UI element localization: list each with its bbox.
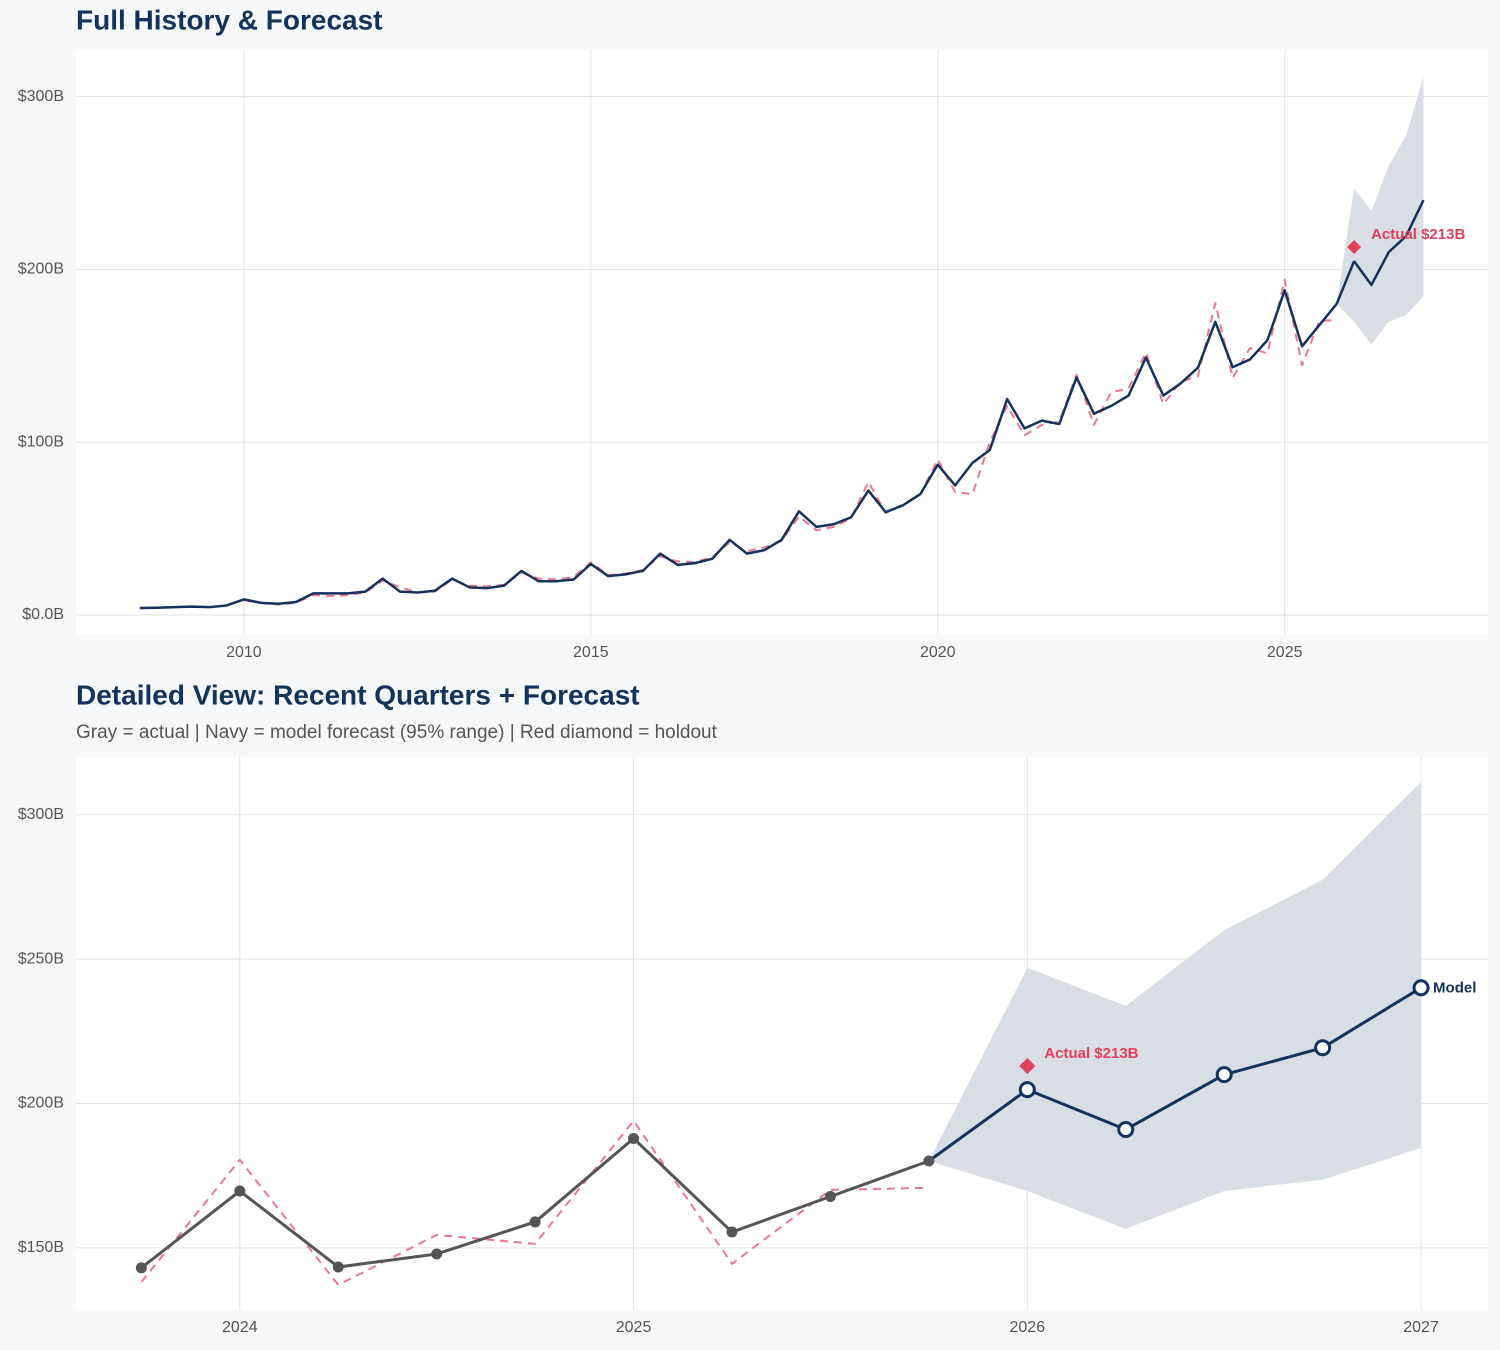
- x-tick-label: 2025: [616, 1319, 652, 1336]
- data-point: [726, 1226, 738, 1238]
- series-line: [1353, 199, 1425, 287]
- y-tick-label: $150B: [18, 1239, 64, 1256]
- y-tick-label: $200B: [18, 1095, 64, 1112]
- data-point: [332, 1261, 344, 1273]
- y-tick-label: $0.0B: [22, 606, 64, 623]
- data-point: [234, 1185, 246, 1197]
- y-tick-label: $300B: [18, 806, 64, 823]
- forecast-band: [928, 781, 1422, 1229]
- y-tick-label: $200B: [18, 261, 64, 278]
- chart-title: Detailed View: Recent Quarters + Forecas…: [76, 679, 640, 710]
- forecast-band: [1336, 76, 1424, 345]
- data-point: [1314, 1039, 1332, 1057]
- y-tick-label: $100B: [18, 433, 64, 450]
- series-line: [139, 289, 1338, 610]
- x-tick-label: 2025: [1267, 644, 1303, 661]
- x-tick-label: 2026: [1010, 1319, 1046, 1336]
- x-tick-label: 2027: [1403, 1319, 1439, 1336]
- x-tick-label: 2015: [573, 644, 609, 661]
- holdout-label: Actual $213B: [1371, 226, 1465, 243]
- holdout-diamond: [1347, 239, 1362, 254]
- fitted-line: [140, 1119, 929, 1286]
- x-tick-label: 2010: [226, 644, 262, 661]
- data-point: [1412, 979, 1430, 997]
- data-point: [1018, 1081, 1036, 1099]
- y-tick-label: $250B: [18, 950, 64, 967]
- data-point: [1215, 1066, 1233, 1084]
- series-end-label: Model: [1433, 980, 1476, 997]
- data-point: [628, 1132, 640, 1144]
- holdout-label: Actual $213B: [1044, 1045, 1138, 1062]
- data-point: [923, 1155, 935, 1167]
- y-tick-label: $300B: [18, 88, 64, 105]
- x-tick-label: 2020: [920, 644, 956, 661]
- data-point: [135, 1262, 147, 1274]
- data-point: [529, 1216, 541, 1228]
- series-connector: [1335, 260, 1356, 305]
- plot-area: [76, 50, 1488, 635]
- chart-title: Full History & Forecast: [76, 4, 383, 35]
- x-tick-label: 2024: [222, 1319, 258, 1336]
- chart-subtitle: Gray = actual | Navy = model forecast (9…: [76, 722, 718, 743]
- data-point: [1117, 1121, 1135, 1139]
- data-point: [431, 1248, 443, 1260]
- series-connector: [927, 1088, 1029, 1163]
- holdout-diamond: [1019, 1057, 1036, 1074]
- data-point: [824, 1191, 836, 1203]
